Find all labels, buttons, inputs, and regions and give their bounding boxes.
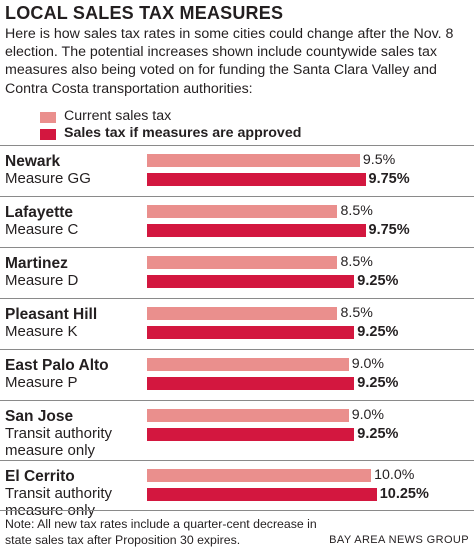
value-label-current: 9.5% xyxy=(362,152,396,168)
chart-group: Lafayette Measure C 8.5% 9.75% xyxy=(0,196,474,250)
legend-label-proposed: Sales tax if measures are approved xyxy=(64,125,302,141)
value-label-current: 8.5% xyxy=(340,203,373,219)
bar-proposed-rate xyxy=(147,428,355,441)
city-label: San Jose xyxy=(5,408,74,425)
bar-proposed-rate xyxy=(147,224,366,237)
chart-subtitle: Here is how sales tax rates in some citi… xyxy=(5,26,454,97)
measure-label: Transit authority measure only xyxy=(5,425,112,459)
measure-label: Measure C xyxy=(5,221,79,238)
chart-group: East Palo Alto Measure P 9.0% 9.25% xyxy=(0,349,474,403)
measure-label: Measure K xyxy=(5,323,78,340)
legend-swatch-current xyxy=(40,112,56,123)
bar-proposed-rate xyxy=(147,275,355,288)
group-divider xyxy=(0,247,474,248)
measure-label: Measure P xyxy=(5,374,78,391)
bar-current-rate xyxy=(147,358,349,371)
value-label-current: 8.5% xyxy=(340,254,373,270)
bar-proposed-rate xyxy=(147,326,355,339)
value-label-proposed: 9.75% xyxy=(368,171,410,187)
measure-label: Measure GG xyxy=(5,170,91,187)
group-divider xyxy=(0,460,474,461)
chart-group: Pleasant Hill Measure K 8.5% 9.25% xyxy=(0,298,474,352)
bar-current-rate xyxy=(147,205,338,218)
city-label: El Cerrito xyxy=(5,468,75,485)
value-label-proposed: 9.75% xyxy=(368,222,410,238)
city-label: Lafayette xyxy=(5,204,74,221)
value-label-current: 10.0% xyxy=(374,467,415,483)
measure-label: Transit authority measure only xyxy=(5,485,112,519)
value-label-proposed: 9.25% xyxy=(357,273,399,289)
chart-group: San Jose Transit authority measure only 9.… xyxy=(0,400,474,463)
legend-swatch-proposed xyxy=(40,129,56,140)
bar-proposed-rate xyxy=(147,377,355,390)
bar-current-rate xyxy=(147,256,338,269)
value-label-current: 9.0% xyxy=(351,356,385,372)
value-label-proposed: 9.25% xyxy=(357,426,399,442)
city-label: East Palo Alto xyxy=(5,357,109,374)
group-divider xyxy=(0,400,474,401)
footer-divider xyxy=(0,510,474,511)
chart-group: El Cerrito Transit authority measure only… xyxy=(0,460,474,524)
chart-title: LOCAL SALES TAX MEASURES xyxy=(5,3,284,23)
value-label-current: 9.0% xyxy=(351,407,385,423)
bar-current-rate xyxy=(147,469,372,482)
bar-current-rate xyxy=(147,154,360,167)
value-label-proposed: 9.25% xyxy=(357,375,399,391)
group-divider xyxy=(0,298,474,299)
legend-label-current: Current sales tax xyxy=(64,108,172,124)
footnote: Note: All new tax rates include a quarte… xyxy=(5,517,317,547)
group-divider xyxy=(0,349,474,350)
chart-group: Martinez Measure D 8.5% 9.25% xyxy=(0,247,474,301)
bar-current-rate xyxy=(147,307,338,320)
value-label-proposed: 9.25% xyxy=(357,324,399,340)
source-credit: BAY AREA NEWS GROUP xyxy=(329,534,469,546)
bar-proposed-rate xyxy=(147,488,377,501)
bar-current-rate xyxy=(147,409,349,422)
value-label-proposed: 10.25% xyxy=(379,486,429,502)
bar-proposed-rate xyxy=(147,173,366,186)
measure-label: Measure D xyxy=(5,272,79,289)
city-label: Pleasant Hill xyxy=(5,306,98,323)
city-label: Martinez xyxy=(5,255,68,272)
value-label-current: 8.5% xyxy=(340,305,373,321)
chart-group: Newark Measure GG 9.5% 9.75% xyxy=(0,145,474,199)
city-label: Newark xyxy=(5,153,61,170)
group-divider xyxy=(0,196,474,197)
group-divider xyxy=(0,145,474,146)
